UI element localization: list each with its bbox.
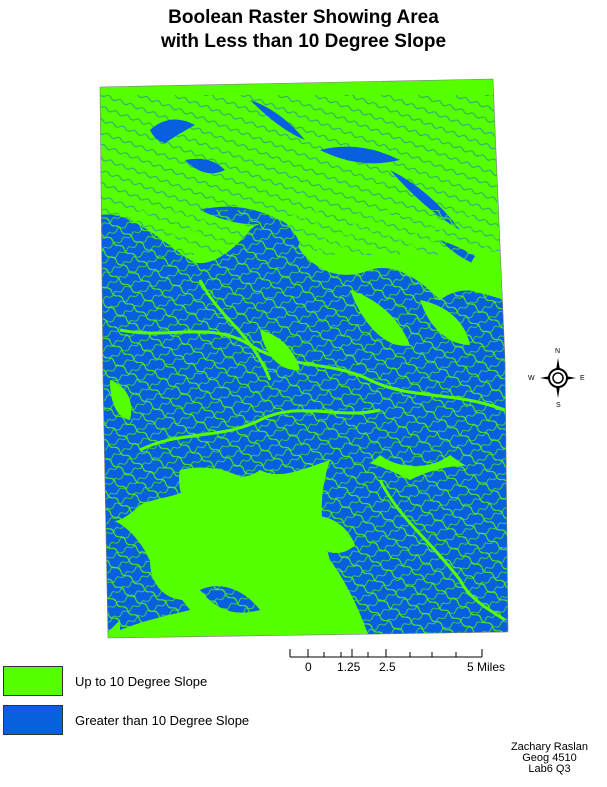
north-arrow: N S E W [528, 346, 588, 410]
credit-name: Zachary Raslan [510, 741, 588, 753]
legend-label-low-slope: Up to 10 Degree Slope [75, 674, 208, 689]
compass-w-label: W [528, 375, 535, 382]
scale-bar [289, 649, 483, 658]
scale-bar-labels: 0 1.25 2.5 5 Miles [300, 644, 520, 674]
raster-low-slope-patches [110, 250, 505, 600]
map-title: Boolean Raster Showing Area with Less th… [0, 6, 607, 54]
author-credit: Zachary Raslan Geog 4510 Lab6 Q3 [511, 742, 588, 775]
raster-drainage-channels [119, 279, 506, 622]
scale-label-1-25: 1.25 [337, 660, 361, 674]
credit-lab: Lab6 Q3 [528, 763, 571, 775]
map-title-line-2: with Less than 10 Degree Slope [160, 31, 447, 52]
compass-s-label: S [556, 402, 561, 409]
compass-rose-icon [540, 358, 576, 398]
compass-n-label: N [555, 348, 561, 355]
scale-label-2-5: 2.5 [379, 660, 396, 674]
compass-e-label: E [580, 375, 585, 382]
raster-body [100, 79, 508, 638]
legend-label-high-slope: Greater than 10 Degree Slope [75, 713, 250, 728]
legend-swatch-low-slope [3, 666, 63, 696]
scale-label-0: 0 [305, 660, 312, 674]
map-title-line-1: Boolean Raster Showing Area [168, 7, 439, 28]
credit-course: Geog 4510 [522, 752, 577, 764]
legend-swatch-high-slope [3, 705, 63, 735]
raster-outline [99, 78, 509, 639]
scale-label-5-miles: 5 Miles [467, 660, 506, 674]
